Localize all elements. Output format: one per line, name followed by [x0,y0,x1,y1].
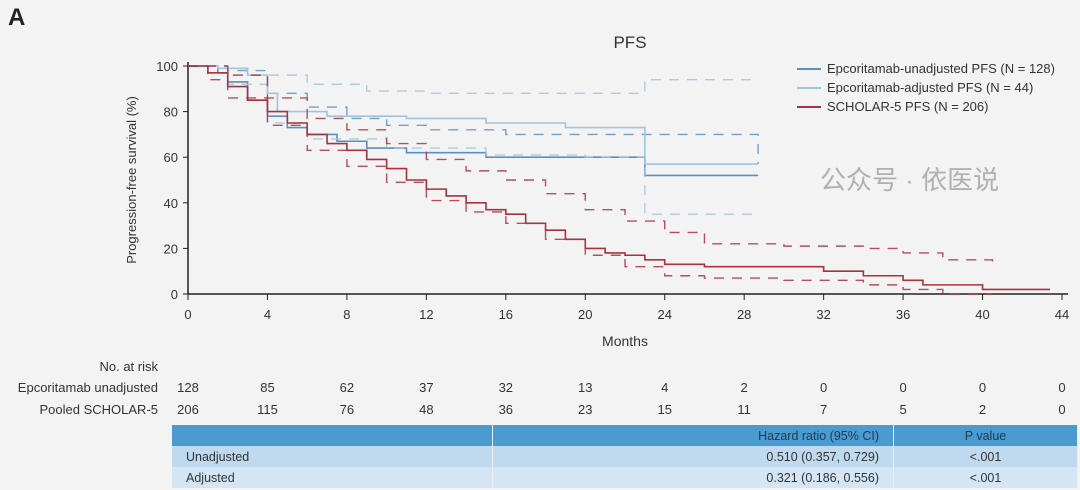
y-tick-label: 20 [164,241,178,256]
legend: Epcoritamab-unadjusted PFS (N = 128) Epc… [797,59,1055,116]
risk-cell: 206 [177,402,199,417]
risk-cell: 32 [498,380,514,395]
risk-cell: 0 [1058,380,1066,395]
watermark: 公众号 · 依医说 [820,165,1000,195]
risk-cell: 37 [419,380,434,395]
x-tick-label: 32 [816,307,830,322]
series-1-ci-lower [188,65,759,215]
x-tick-label: 20 [578,307,592,322]
x-tick-label: 28 [737,307,751,322]
risk-cell: 15 [657,402,672,417]
hr-row: Unadjusted 0.510 (0.357, 0.729) <.001 [172,446,1078,467]
x-tick-label: 40 [975,307,989,322]
risk-cell: 4 [661,380,669,395]
risk-cell: 0 [978,380,987,395]
hr-cell: <.001 [893,446,1078,467]
risk-cell: 2 [978,402,987,417]
km-chart: 0 4 8 12 16 20 24 28 32 36 40 44 0 20 40 60 80 100 Months P… [124,59,1069,349]
x-tick-label: 24 [657,307,671,322]
risk-cell: 0 [820,380,828,395]
hr-cell: Unadjusted [172,446,493,467]
risk-cell: 23 [578,402,593,417]
y-tick-label: 80 [164,105,178,120]
legend-item-adjusted: Epcoritamab-adjusted PFS (N = 44) [797,78,1055,97]
hr-cell: Adjusted [172,467,493,488]
y-tick-label: 0 [171,287,178,302]
y-tick-label: 100 [156,59,178,74]
hr-cell: 0.510 (0.357, 0.729) [492,446,894,467]
risk-cell: 2 [740,380,748,395]
risk-cell: 128 [177,380,199,395]
series-1-line [188,65,759,165]
risk-cell: 48 [419,402,434,417]
x-tick-label: 8 [343,307,350,322]
x-tick-label: 4 [264,307,271,322]
hr-header-cell [172,425,493,446]
hr-header-cell: P value [893,425,1078,446]
hazard-ratio-table: Hazard ratio (95% CI) P value Unadjusted… [172,425,1078,488]
hr-row: Adjusted 0.321 (0.186, 0.556) <.001 [172,467,1078,488]
risk-row-label: Pooled SCHOLAR-5 [39,402,159,417]
x-tick-label: 16 [499,307,513,322]
x-tick-label: 12 [419,307,433,322]
legend-item-unadjusted: Epcoritamab-unadjusted PFS (N = 128) [797,59,1055,78]
hr-header-row: Hazard ratio (95% CI) P value [172,425,1078,446]
x-tick-label: 44 [1055,307,1069,322]
risk-cell: 13 [578,380,593,395]
y-axis-label: Progression-free survival (%) [124,96,139,264]
hr-cell: 0.321 (0.186, 0.556) [492,467,894,488]
legend-label: Epcoritamab-adjusted PFS (N = 44) [827,80,1034,95]
legend-label: Epcoritamab-unadjusted PFS (N = 128) [827,61,1055,76]
risk-cell: 5 [899,402,907,417]
risk-cell: 0 [1058,402,1066,417]
risk-cell: 11 [737,402,751,417]
x-tick-label: 36 [896,307,910,322]
x-tick-label: 0 [184,307,191,322]
y-tick-label: 60 [164,150,178,165]
y-tick-label: 40 [164,196,178,211]
series-2-line [188,65,1051,291]
legend-label: SCHOLAR-5 PFS (N = 206) [827,99,989,114]
risk-row-label: Epcoritamab unadjusted [17,380,158,395]
x-axis-label: Months [602,333,648,349]
risk-cell: 85 [260,380,275,395]
risk-cell: 7 [820,402,828,417]
risk-header: No. at risk [99,359,158,374]
risk-cell: 36 [498,402,514,417]
panel-label: A [8,4,26,31]
series-1-ci-upper [188,65,759,95]
risk-cell: 76 [339,402,355,417]
risk-cell: 62 [339,380,355,395]
risk-cell: 115 [257,402,278,417]
chart-title: PFS [613,33,647,52]
legend-item-scholar5: SCHOLAR-5 PFS (N = 206) [797,97,1055,116]
hr-header-cell: Hazard ratio (95% CI) [492,425,894,446]
series-0-line [188,65,759,177]
hr-cell: <.001 [893,467,1078,488]
risk-cell: 0 [899,380,907,395]
series-0-ci-upper [188,65,759,165]
